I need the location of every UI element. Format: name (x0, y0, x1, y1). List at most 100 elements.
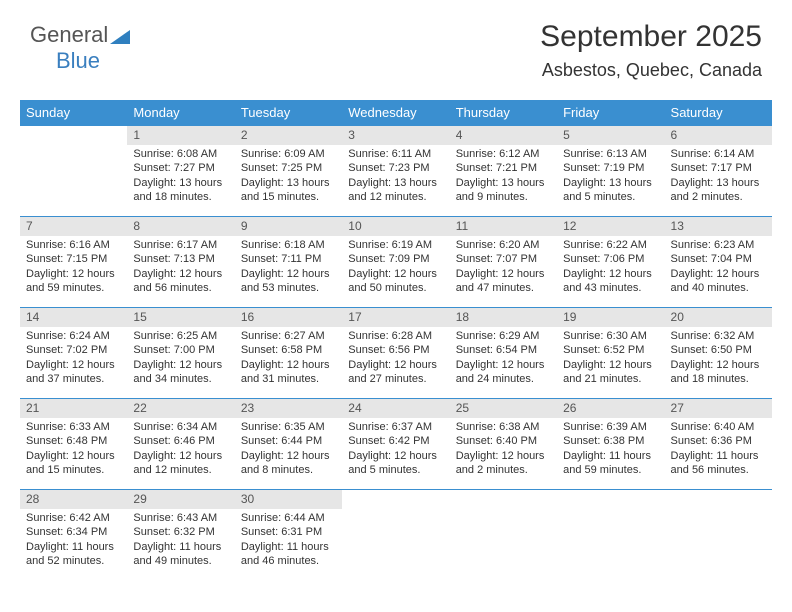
calendar-day-cell: 13Sunrise: 6:23 AMSunset: 7:04 PMDayligh… (665, 217, 772, 308)
day-detail-line: Daylight: 11 hours and 46 minutes. (241, 540, 336, 568)
day-detail-line: Sunrise: 6:22 AM (563, 238, 658, 252)
day-details: Sunrise: 6:19 AMSunset: 7:09 PMDaylight:… (342, 236, 449, 298)
calendar-day-cell (450, 490, 557, 581)
location-subtitle: Asbestos, Quebec, Canada (540, 60, 762, 81)
day-details: Sunrise: 6:16 AMSunset: 7:15 PMDaylight:… (20, 236, 127, 298)
day-details: Sunrise: 6:23 AMSunset: 7:04 PMDaylight:… (665, 236, 772, 298)
day-detail-line: Sunset: 6:52 PM (563, 343, 658, 357)
weekday-header: Saturday (665, 100, 772, 126)
day-details: Sunrise: 6:32 AMSunset: 6:50 PMDaylight:… (665, 327, 772, 389)
day-number: 4 (450, 126, 557, 145)
day-detail-line: Daylight: 11 hours and 59 minutes. (563, 449, 658, 477)
day-detail-line: Daylight: 13 hours and 5 minutes. (563, 176, 658, 204)
brand-part2: Blue (56, 48, 100, 73)
calendar-day-cell (557, 490, 664, 581)
day-detail-line: Sunset: 6:36 PM (671, 434, 766, 448)
day-details: Sunrise: 6:38 AMSunset: 6:40 PMDaylight:… (450, 418, 557, 480)
day-detail-line: Sunrise: 6:27 AM (241, 329, 336, 343)
day-detail-line: Sunrise: 6:18 AM (241, 238, 336, 252)
day-detail-line: Sunset: 6:56 PM (348, 343, 443, 357)
day-details: Sunrise: 6:14 AMSunset: 7:17 PMDaylight:… (665, 145, 772, 207)
day-number: 28 (20, 490, 127, 509)
day-detail-line: Sunset: 6:46 PM (133, 434, 228, 448)
day-number: 29 (127, 490, 234, 509)
calendar-page: General Blue September 2025 Asbestos, Qu… (0, 0, 792, 612)
day-details: Sunrise: 6:17 AMSunset: 7:13 PMDaylight:… (127, 236, 234, 298)
calendar-day-cell: 5Sunrise: 6:13 AMSunset: 7:19 PMDaylight… (557, 126, 664, 217)
day-number: 15 (127, 308, 234, 327)
day-detail-line: Daylight: 12 hours and 8 minutes. (241, 449, 336, 477)
day-number: 13 (665, 217, 772, 236)
day-details: Sunrise: 6:39 AMSunset: 6:38 PMDaylight:… (557, 418, 664, 480)
calendar-day-cell: 18Sunrise: 6:29 AMSunset: 6:54 PMDayligh… (450, 308, 557, 399)
day-detail-line: Daylight: 13 hours and 2 minutes. (671, 176, 766, 204)
weekday-header: Sunday (20, 100, 127, 126)
calendar-day-cell: 3Sunrise: 6:11 AMSunset: 7:23 PMDaylight… (342, 126, 449, 217)
day-detail-line: Sunrise: 6:19 AM (348, 238, 443, 252)
day-details: Sunrise: 6:37 AMSunset: 6:42 PMDaylight:… (342, 418, 449, 480)
day-number: 30 (235, 490, 342, 509)
day-number: 1 (127, 126, 234, 145)
calendar-day-cell: 22Sunrise: 6:34 AMSunset: 6:46 PMDayligh… (127, 399, 234, 490)
day-detail-line: Sunset: 7:25 PM (241, 161, 336, 175)
calendar-week-row: 21Sunrise: 6:33 AMSunset: 6:48 PMDayligh… (20, 399, 772, 490)
day-number: 6 (665, 126, 772, 145)
day-details: Sunrise: 6:09 AMSunset: 7:25 PMDaylight:… (235, 145, 342, 207)
weekday-header: Friday (557, 100, 664, 126)
calendar-day-cell: 6Sunrise: 6:14 AMSunset: 7:17 PMDaylight… (665, 126, 772, 217)
day-detail-line: Sunset: 6:38 PM (563, 434, 658, 448)
calendar-day-cell: 10Sunrise: 6:19 AMSunset: 7:09 PMDayligh… (342, 217, 449, 308)
calendar-day-cell (665, 490, 772, 581)
day-detail-line: Daylight: 12 hours and 5 minutes. (348, 449, 443, 477)
calendar-day-cell: 7Sunrise: 6:16 AMSunset: 7:15 PMDaylight… (20, 217, 127, 308)
day-detail-line: Daylight: 11 hours and 56 minutes. (671, 449, 766, 477)
calendar-day-cell: 8Sunrise: 6:17 AMSunset: 7:13 PMDaylight… (127, 217, 234, 308)
brand-part1: General (30, 22, 108, 47)
day-details: Sunrise: 6:13 AMSunset: 7:19 PMDaylight:… (557, 145, 664, 207)
day-number: 26 (557, 399, 664, 418)
calendar-day-cell: 15Sunrise: 6:25 AMSunset: 7:00 PMDayligh… (127, 308, 234, 399)
day-detail-line: Daylight: 12 hours and 15 minutes. (26, 449, 121, 477)
day-detail-line: Sunset: 7:09 PM (348, 252, 443, 266)
day-detail-line: Sunrise: 6:08 AM (133, 147, 228, 161)
day-detail-line: Sunset: 6:50 PM (671, 343, 766, 357)
calendar-day-cell: 27Sunrise: 6:40 AMSunset: 6:36 PMDayligh… (665, 399, 772, 490)
day-details: Sunrise: 6:40 AMSunset: 6:36 PMDaylight:… (665, 418, 772, 480)
day-detail-line: Sunset: 7:27 PM (133, 161, 228, 175)
day-details: Sunrise: 6:08 AMSunset: 7:27 PMDaylight:… (127, 145, 234, 207)
day-detail-line: Sunrise: 6:38 AM (456, 420, 551, 434)
calendar-day-cell: 4Sunrise: 6:12 AMSunset: 7:21 PMDaylight… (450, 126, 557, 217)
calendar-day-cell: 29Sunrise: 6:43 AMSunset: 6:32 PMDayligh… (127, 490, 234, 581)
calendar-day-cell: 26Sunrise: 6:39 AMSunset: 6:38 PMDayligh… (557, 399, 664, 490)
day-details: Sunrise: 6:34 AMSunset: 6:46 PMDaylight:… (127, 418, 234, 480)
weekday-header: Monday (127, 100, 234, 126)
day-detail-line: Daylight: 12 hours and 18 minutes. (671, 358, 766, 386)
day-detail-line: Sunrise: 6:11 AM (348, 147, 443, 161)
day-number: 9 (235, 217, 342, 236)
day-details: Sunrise: 6:30 AMSunset: 6:52 PMDaylight:… (557, 327, 664, 389)
day-details: Sunrise: 6:28 AMSunset: 6:56 PMDaylight:… (342, 327, 449, 389)
day-details (342, 509, 449, 515)
day-detail-line: Sunrise: 6:29 AM (456, 329, 551, 343)
day-details (450, 509, 557, 515)
day-detail-line: Daylight: 12 hours and 59 minutes. (26, 267, 121, 295)
calendar-day-cell: 11Sunrise: 6:20 AMSunset: 7:07 PMDayligh… (450, 217, 557, 308)
calendar-week-row: 14Sunrise: 6:24 AMSunset: 7:02 PMDayligh… (20, 308, 772, 399)
calendar-week-row: 28Sunrise: 6:42 AMSunset: 6:34 PMDayligh… (20, 490, 772, 581)
month-title: September 2025 (540, 20, 762, 54)
day-number (557, 490, 664, 509)
calendar-day-cell: 9Sunrise: 6:18 AMSunset: 7:11 PMDaylight… (235, 217, 342, 308)
day-detail-line: Sunset: 7:00 PM (133, 343, 228, 357)
day-detail-line: Sunrise: 6:44 AM (241, 511, 336, 525)
day-number: 12 (557, 217, 664, 236)
day-detail-line: Sunrise: 6:16 AM (26, 238, 121, 252)
calendar-table: SundayMondayTuesdayWednesdayThursdayFrid… (20, 100, 772, 580)
weekday-header-row: SundayMondayTuesdayWednesdayThursdayFrid… (20, 100, 772, 126)
day-detail-line: Sunset: 6:31 PM (241, 525, 336, 539)
calendar-week-row: 1Sunrise: 6:08 AMSunset: 7:27 PMDaylight… (20, 126, 772, 217)
day-detail-line: Sunrise: 6:23 AM (671, 238, 766, 252)
calendar-day-cell: 24Sunrise: 6:37 AMSunset: 6:42 PMDayligh… (342, 399, 449, 490)
day-detail-line: Sunset: 7:11 PM (241, 252, 336, 266)
brand-logo: General Blue (30, 22, 130, 74)
day-number (665, 490, 772, 509)
